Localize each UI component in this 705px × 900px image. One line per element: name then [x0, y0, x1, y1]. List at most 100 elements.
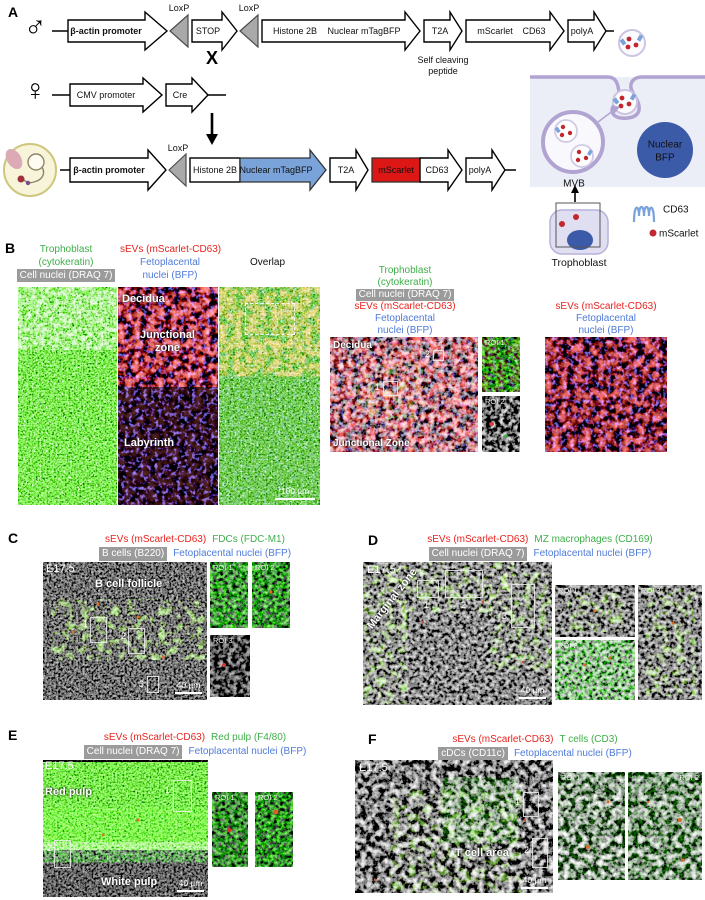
nucleus-circle — [637, 122, 693, 178]
micrograph-e-roi1: ROI 1 — [212, 792, 248, 867]
legend-trophoblast: Trophoblast — [39, 244, 93, 255]
legend-cytokeratin: (cytokeratin) — [38, 257, 94, 268]
micrograph-c-main: E17.5 B cell follicle 1 2 3 40 µm — [43, 562, 207, 700]
micrograph-b-roi2: ROI 2 — [482, 396, 520, 452]
micrograph-c-roi3: ROI 3 — [210, 635, 250, 697]
mscarlet-label: mScarlet — [378, 165, 414, 175]
mvb-to-membrane-arrow — [597, 109, 615, 123]
stage-label: E17.5 — [359, 762, 388, 774]
mvb-arrowhead — [612, 105, 620, 114]
released-exosome-icon — [618, 29, 646, 57]
mscarlet-cd63-arrow — [465, 9, 565, 53]
roi-box-2 — [532, 838, 548, 868]
histone-bfp-arrow — [261, 9, 421, 53]
cd63-legend-label: CD63 — [663, 205, 689, 216]
t2a-arrow — [423, 9, 463, 53]
cd63-label: CD63 — [522, 26, 545, 36]
mscarlet-label: mScarlet — [477, 26, 513, 36]
mscarlet-dot-icon — [649, 229, 657, 237]
scalebar-100um: 100 µm — [275, 487, 315, 500]
micrograph-b-trophoblast — [18, 287, 117, 505]
panel-b-label: B — [5, 240, 16, 256]
panel-b-right-legend: sEVs (mScarlet-CD63) Fetoplacental nucle… — [555, 301, 657, 336]
loxp-triangle-icon — [168, 152, 187, 188]
roi-box-1 — [523, 792, 539, 817]
micrograph-b-zoom: Decidua Junctional Zone 1 2 — [330, 337, 478, 452]
region-white-pulp: White pulp — [101, 876, 158, 888]
region-red-pulp: Red pulp — [45, 786, 93, 798]
roi-label: ROI 2 — [255, 563, 275, 572]
scalebar-40um: 40 µm — [519, 686, 546, 699]
roi-box-1 — [173, 780, 192, 812]
trophoblast-arrowhead — [571, 185, 579, 193]
region-t-cell-area: T cell area — [455, 847, 509, 859]
roi-box-1 — [417, 580, 439, 598]
nuclear-bfp-arrow — [239, 148, 327, 192]
t2a-label: T2A — [338, 165, 355, 175]
roi-box-3 — [147, 676, 159, 693]
loxp-label: LoxP — [169, 3, 190, 13]
roi-outline-dashed — [245, 303, 295, 335]
panel-b-mid-legend: Trophoblast (cytokeratin) Cell nuclei (D… — [354, 265, 456, 336]
histone-box — [189, 157, 241, 183]
roi-label: ROI 3 — [213, 636, 233, 645]
loxp-label: LoxP — [168, 143, 189, 153]
micrograph-f-roi1: ROI 1 — [558, 772, 625, 880]
roi-box-3 — [511, 584, 535, 628]
scalebar-40um: 40 µm — [521, 876, 548, 889]
roi-box-1 — [90, 617, 107, 643]
region-junctional-zone: Junctional Zone — [333, 438, 410, 449]
male-transgene-construct: β-actin promoter LoxP STOP LoxP Histone … — [52, 3, 614, 76]
region-decidua: Decidua — [122, 293, 165, 305]
stage-label: E17.5 — [46, 563, 75, 575]
loxp-label: LoxP — [239, 3, 260, 13]
bfp-label: Nuclear mTagBFP — [239, 165, 312, 175]
micrograph-b-sevs-bfp: Decidua Junctional zone Labyrinth — [118, 287, 218, 505]
histone-label: Histone 2B — [193, 165, 237, 175]
micrograph-d-roi2: ROI 2 — [555, 640, 635, 700]
legend-cell-nuclei: Cell nuclei (DRAQ 7) — [16, 269, 116, 282]
legend-sevs: sEVs (mScarlet-CD63) — [120, 244, 222, 255]
nuclear-bfp-label: Nuclear — [648, 140, 683, 151]
panel-d-label: D — [368, 532, 379, 548]
micrograph-b-overlap: 100 µm — [219, 287, 320, 505]
cross-symbol: X — [206, 48, 219, 68]
t2a-arrow — [329, 147, 369, 193]
panel-c-legend: sEVs (mScarlet-CD63) FDCs (FDC-M1) B cell… — [40, 533, 350, 561]
panel-b-legend-col1: Trophoblast (cytokeratin) Cell nuclei (D… — [15, 243, 117, 282]
roi-label: ROI 2 — [258, 793, 278, 802]
roi-label: ROI 1 — [558, 586, 578, 595]
stop-label: STOP — [196, 26, 220, 36]
cd63-protein-icon — [632, 205, 656, 223]
roi-box-2 — [433, 350, 444, 361]
beta-actin-promoter-arrow — [67, 10, 169, 52]
cd63-label: CD63 — [425, 165, 448, 175]
micrograph-c-roi2: ROI 2 — [252, 562, 290, 628]
mscarlet-legend-label: mScarlet — [659, 229, 699, 240]
cre-arrow — [165, 76, 209, 114]
stop-cassette-arrow — [191, 9, 238, 53]
region-junctional-zone: Junctional zone — [139, 329, 195, 354]
roi-label: ROI 1 — [213, 563, 233, 572]
panel-f-label: F — [368, 731, 377, 747]
micrograph-d-roi3: ROI 3 — [638, 585, 702, 700]
histone-label: Histone 2B — [273, 26, 317, 36]
panel-b-legend-overlap: Overlap — [249, 257, 285, 268]
micrograph-b-roi1: ROI 1 — [482, 337, 520, 392]
trophoblast-ev-diagram: Nuclear BFP MVB CD63 mScarlet Trophoblas… — [530, 29, 705, 269]
mvb-icon — [541, 110, 605, 174]
roi-label: ROI 1 — [485, 338, 505, 347]
panel-e-label: E — [8, 727, 18, 743]
mvb-label: MVB — [563, 179, 585, 190]
scalebar-40um: 40 µm — [175, 681, 202, 694]
legend-fetoplacental: Fetoplacental — [139, 257, 201, 268]
micrograph-e-roi2: ROI 2 — [255, 792, 293, 867]
self-cleaving-label-2: peptide — [428, 66, 458, 76]
micrograph-f-roi2: ROI 2 — [628, 772, 702, 880]
polya-arrow — [567, 9, 607, 53]
polya-arrow — [465, 147, 506, 193]
region-labyrinth: Labyrinth — [124, 437, 175, 449]
micrograph-c-roi1: ROI 1 — [210, 562, 248, 628]
trophoblast-label: Trophoblast — [551, 257, 606, 269]
cre-label: Cre — [173, 90, 188, 100]
